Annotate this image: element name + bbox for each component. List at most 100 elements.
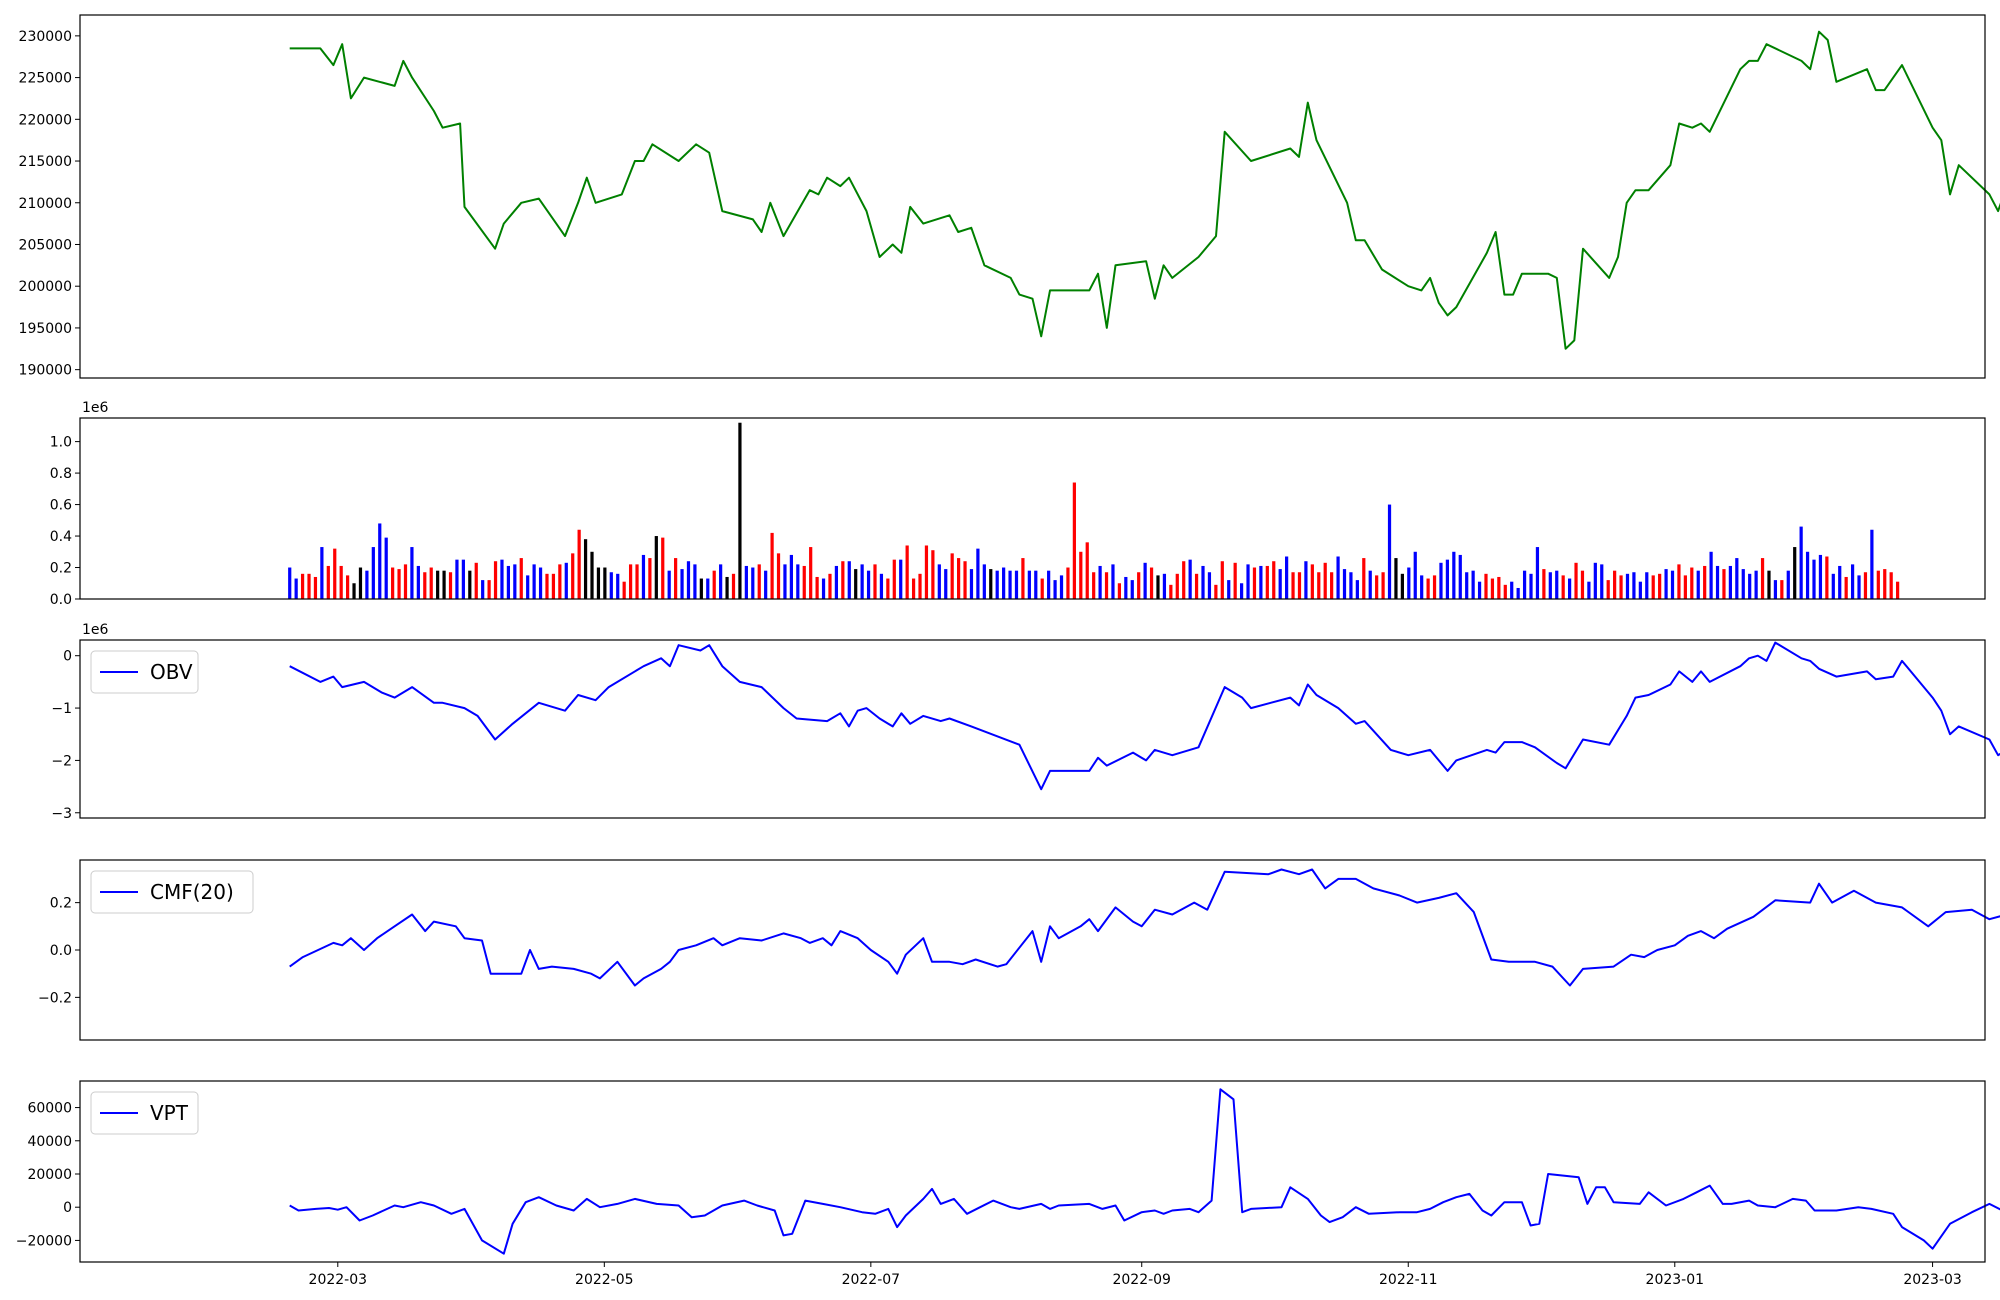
y-tick-label: 190000 xyxy=(19,363,72,379)
y-tick-label: 220000 xyxy=(19,112,72,128)
y-tick-label: 40000 xyxy=(27,1134,72,1150)
volume-bar xyxy=(487,580,491,599)
volume-bar xyxy=(1574,562,1578,599)
volume-bar xyxy=(1265,565,1269,599)
volume-bar xyxy=(288,567,292,599)
volume-bar xyxy=(1259,565,1263,599)
volume-bar xyxy=(538,567,543,599)
volume-bar xyxy=(429,567,433,599)
volume-bar xyxy=(500,559,504,599)
volume-bar xyxy=(719,564,723,599)
volume-bar xyxy=(1709,551,1713,599)
volume-bar xyxy=(1484,573,1488,599)
volume-bar xyxy=(442,570,446,599)
volume-bar xyxy=(1034,570,1038,599)
volume-bar xyxy=(1317,572,1321,599)
legend-box xyxy=(90,870,254,914)
volume-bar xyxy=(699,578,703,599)
y-tick-label: −1 xyxy=(51,701,72,717)
volume-bar xyxy=(339,565,343,599)
volume-bar xyxy=(423,572,427,599)
volume-bar xyxy=(590,551,594,599)
volume-bar xyxy=(1780,580,1784,599)
volume-bar xyxy=(1047,570,1051,599)
volume-bar xyxy=(551,573,556,599)
volume-bar xyxy=(1188,559,1192,599)
panel-obv: 0 −1 −2 −3 1e6 OBV xyxy=(51,622,2000,822)
volume-bar xyxy=(1085,542,1089,599)
volume-bar xyxy=(828,573,832,599)
volume-bar xyxy=(519,558,523,599)
legend-box xyxy=(90,1091,199,1135)
y-tick-label: 1.0 xyxy=(50,435,72,451)
y-tick-label: 0.4 xyxy=(50,529,72,545)
volume-bar xyxy=(1098,565,1102,599)
volume-bar xyxy=(783,564,787,599)
volume-bar xyxy=(1497,576,1501,599)
volume-bar xyxy=(1323,562,1327,599)
volume-bar xyxy=(1278,569,1282,599)
volume-bar xyxy=(886,578,890,599)
y-tick-label: −2 xyxy=(51,753,72,769)
volume-bar xyxy=(956,558,961,599)
volume-bar xyxy=(1117,583,1122,599)
volume-bar xyxy=(1072,482,1076,599)
volume-bar xyxy=(1002,567,1006,599)
volume-bar xyxy=(1124,576,1128,599)
volume-bar xyxy=(1239,583,1244,599)
volume-bar xyxy=(1420,575,1424,599)
volume-bar xyxy=(1143,562,1147,599)
volume-bar xyxy=(436,570,440,599)
volume-bar xyxy=(1793,547,1797,599)
volume-bar xyxy=(757,564,761,599)
volume-bar xyxy=(1021,558,1025,599)
volume-bar xyxy=(1111,564,1115,599)
volume-bar xyxy=(1754,570,1758,599)
volume-bar xyxy=(860,564,864,599)
volume-bar xyxy=(1387,504,1392,599)
volume-bar xyxy=(1503,584,1507,599)
volume-bar xyxy=(1690,567,1694,599)
volume-bar xyxy=(995,570,999,599)
volume-bar xyxy=(1606,580,1610,599)
volume-bar xyxy=(1850,564,1855,599)
volume-bar xyxy=(1156,575,1160,599)
x-tick-label: 2023-01 xyxy=(1646,1272,1705,1288)
y-tick-label: 195000 xyxy=(19,321,72,337)
volume-bar xyxy=(1535,547,1540,599)
y-tick-label: 225000 xyxy=(19,71,72,87)
volume-bar xyxy=(1432,575,1437,599)
volume-bar xyxy=(725,576,729,599)
volume-bar xyxy=(1619,575,1623,599)
volume-bar xyxy=(1458,554,1462,599)
volume-bar xyxy=(899,559,903,599)
volume-bar xyxy=(1767,570,1771,599)
volume-bar xyxy=(712,570,716,599)
volume-bar xyxy=(1407,567,1411,599)
volume-bar xyxy=(1696,570,1700,599)
volume-bar xyxy=(1510,581,1514,599)
volume-bar xyxy=(1876,570,1880,599)
y-tick-label: 210000 xyxy=(19,196,72,212)
volume-bar xyxy=(924,545,929,599)
volume-bar xyxy=(706,578,710,599)
volume-bar xyxy=(577,529,581,599)
volume-bar xyxy=(1059,575,1064,599)
y-tick-label: 0.6 xyxy=(50,498,72,514)
volume-bar xyxy=(680,569,684,599)
volume-bar xyxy=(609,572,613,599)
volume-bar xyxy=(1207,572,1212,599)
volume-bar xyxy=(371,547,375,599)
volume-bar xyxy=(1567,578,1572,599)
volume-bar xyxy=(1587,581,1591,599)
volume-bar xyxy=(403,564,408,599)
y-tick-label: 230000 xyxy=(19,29,72,45)
volume-bar xyxy=(918,573,922,599)
volume-bar xyxy=(1130,580,1134,599)
axes-frame xyxy=(79,859,1986,1041)
series-line-vpt xyxy=(289,1088,2000,1255)
volume-bar xyxy=(1413,551,1417,599)
volume-bar xyxy=(1477,581,1482,599)
x-tick-label: 2023-03 xyxy=(1903,1272,1962,1288)
volume-bar xyxy=(1272,561,1276,599)
